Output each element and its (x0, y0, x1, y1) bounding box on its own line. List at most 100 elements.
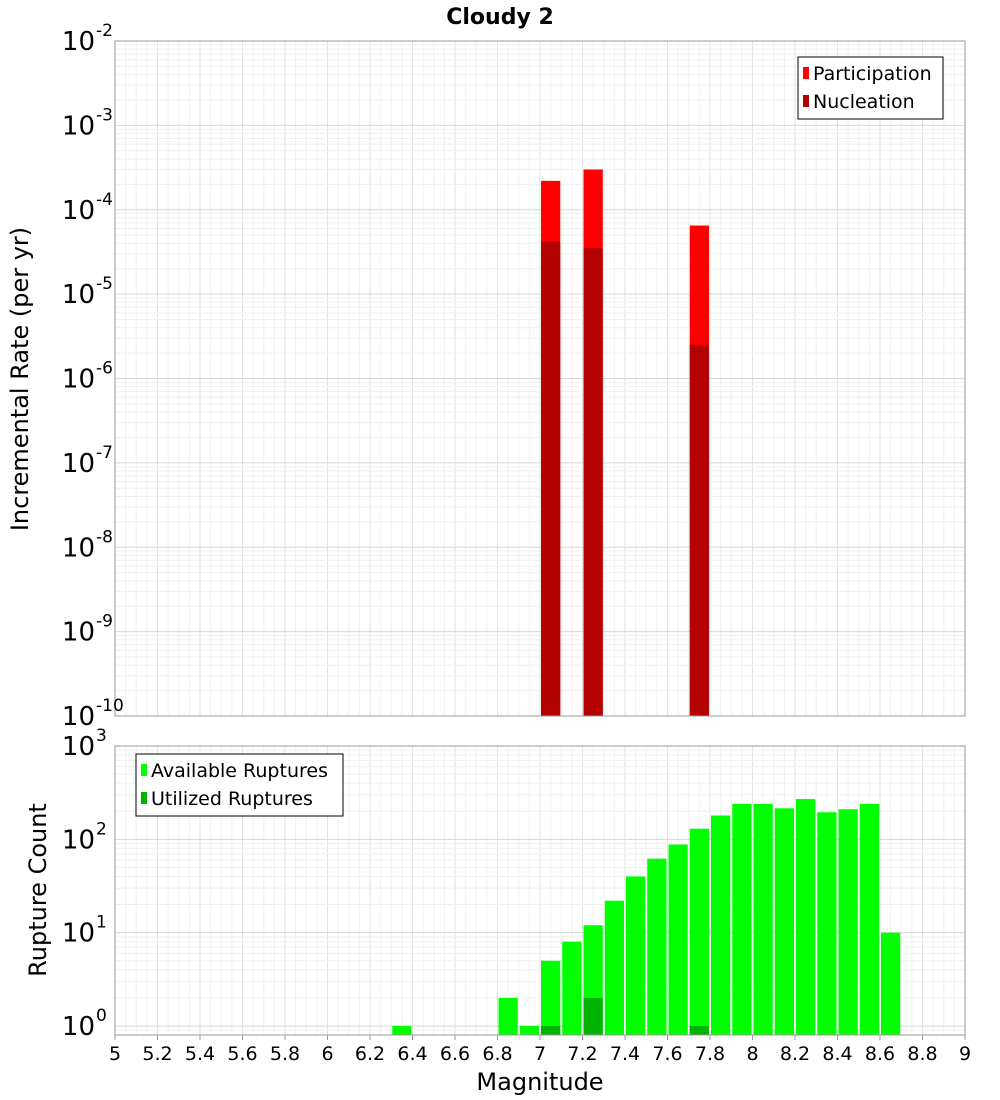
x-tick-label: 9 (959, 1043, 971, 1065)
y-tick-base: 10 (62, 280, 95, 310)
x-tick-label: 6.6 (440, 1043, 470, 1065)
bottom-bar-utilized-ruptures (583, 997, 603, 1035)
y-tick-exponent: -10 (96, 696, 124, 716)
bottom-bar-available-ruptures (753, 803, 773, 1035)
x-tick-label: 5.2 (142, 1043, 172, 1065)
top-y-axis-label: Incremental Rate (per yr) (6, 227, 34, 531)
y-tick-exponent: -7 (96, 443, 113, 463)
bottom-bar-available-ruptures (881, 932, 901, 1035)
y-tick-base: 10 (62, 825, 95, 855)
bottom-legend-swatch (141, 792, 147, 804)
x-tick-label: 7.2 (567, 1043, 597, 1065)
bottom-bar-available-ruptures (541, 960, 561, 1035)
bottom-bar-available-ruptures (817, 812, 837, 1035)
x-tick-label: 7.6 (652, 1043, 682, 1065)
y-tick-exponent: -3 (96, 105, 113, 125)
x-tick-label: 8.2 (780, 1043, 810, 1065)
top-y-tick-label: 10 -8 (62, 527, 113, 563)
top-y-tick-label: 10 -10 (62, 696, 124, 732)
bottom-bar-available-ruptures (774, 808, 794, 1035)
bottom-bar-available-ruptures (647, 858, 667, 1035)
bottom-bar-available-ruptures (519, 1025, 539, 1035)
top-y-tick-label: 10 -6 (62, 359, 113, 395)
bottom-bar-available-ruptures (732, 803, 752, 1035)
bottom-bar-available-ruptures (668, 844, 688, 1035)
top-bar-nucleation (541, 241, 561, 717)
x-tick-label: 8.6 (865, 1043, 895, 1065)
y-tick-exponent: -5 (96, 274, 113, 294)
y-tick-base: 10 (62, 1012, 95, 1042)
bottom-y-tick-label: 10 1 (62, 913, 107, 949)
x-tick-label: 7 (534, 1043, 546, 1065)
x-tick-label: 6 (321, 1043, 333, 1065)
y-tick-base: 10 (62, 533, 95, 563)
top-y-tick-label: 10 -9 (62, 612, 113, 648)
top-legend-label: Nucleation (813, 91, 915, 113)
x-tick-label: 5.8 (270, 1043, 300, 1065)
y-tick-base: 10 (62, 618, 95, 648)
x-tick-label: 8.8 (907, 1043, 937, 1065)
bottom-y-tick-label: 10 0 (62, 1006, 107, 1042)
y-tick-exponent: 3 (96, 726, 107, 746)
y-tick-exponent: -4 (96, 190, 113, 210)
y-tick-base: 10 (62, 27, 95, 57)
y-tick-base: 10 (62, 111, 95, 141)
y-tick-base: 10 (62, 449, 95, 479)
x-tick-label: 6.2 (355, 1043, 385, 1065)
top-legend-box (797, 56, 944, 120)
bottom-bar-available-ruptures (498, 997, 518, 1035)
bottom-panel-bars (392, 799, 901, 1035)
bottom-bar-available-ruptures (562, 941, 582, 1035)
y-tick-base: 10 (62, 732, 95, 762)
top-y-tick-label: 10 -2 (62, 21, 113, 57)
y-tick-base: 10 (62, 919, 95, 949)
top-plot-frame (114, 40, 966, 717)
y-tick-exponent: -2 (96, 21, 113, 41)
bottom-bar-available-ruptures (796, 799, 816, 1035)
y-tick-base: 10 (62, 365, 95, 395)
top-panel-bars (541, 169, 709, 717)
bottom-bar-utilized-ruptures (689, 1025, 709, 1035)
x-tick-label: 5.4 (185, 1043, 215, 1065)
top-bar-nucleation (583, 248, 603, 717)
x-tick-label: 5 (109, 1043, 121, 1065)
y-tick-base: 10 (62, 196, 95, 226)
bottom-bar-available-ruptures (711, 815, 731, 1035)
top-legend-label: Participation (813, 63, 932, 85)
top-legend: Participation Nucleation (797, 56, 944, 120)
y-tick-exponent: -8 (96, 527, 113, 547)
x-tick-label: 6.4 (397, 1043, 427, 1065)
chart-title: Cloudy 2 (446, 5, 554, 30)
y-tick-exponent: 1 (96, 913, 107, 933)
bottom-bar-available-ruptures (859, 803, 879, 1035)
bottom-legend-label: Utilized Ruptures (151, 788, 313, 810)
bottom-bar-available-ruptures (626, 876, 646, 1035)
bottom-legend-box (135, 753, 344, 817)
bottom-bar-available-ruptures (838, 809, 858, 1035)
top-y-tick-label: 10 -5 (62, 274, 113, 310)
bottom-y-tick-label: 10 3 (62, 726, 107, 762)
x-tick-label: 8 (746, 1043, 758, 1065)
x-tick-label: 7.8 (695, 1043, 725, 1065)
bottom-legend-swatch (141, 764, 147, 776)
x-tick-label: 7.4 (610, 1043, 640, 1065)
top-panel-grid (114, 40, 966, 717)
top-y-tick-label: 10 -3 (62, 105, 113, 141)
bottom-bar-available-ruptures (392, 1025, 412, 1035)
bottom-bar-available-ruptures (689, 828, 709, 1035)
x-tick-label: 5.6 (227, 1043, 257, 1065)
y-tick-exponent: 0 (96, 1006, 107, 1026)
top-y-tick-label: 10 -7 (62, 443, 113, 479)
bottom-bar-available-ruptures (604, 900, 624, 1035)
x-tick-label: 6.8 (482, 1043, 512, 1065)
top-bar-nucleation (689, 344, 709, 716)
x-axis-label: Magnitude (476, 1068, 603, 1096)
x-ticks: 5 5.2 5.4 5.6 5.8 6 6.2 6.4 6.6 6.8 7 7.2 7.4 7.6 7.8 8… (109, 1035, 971, 1065)
y-tick-exponent: 2 (96, 819, 107, 839)
bottom-y-tick-label: 10 2 (62, 819, 107, 855)
bottom-bar-utilized-ruptures (541, 1025, 561, 1035)
top-y-tick-label: 10 -4 (62, 190, 113, 226)
y-tick-exponent: -6 (96, 359, 113, 379)
